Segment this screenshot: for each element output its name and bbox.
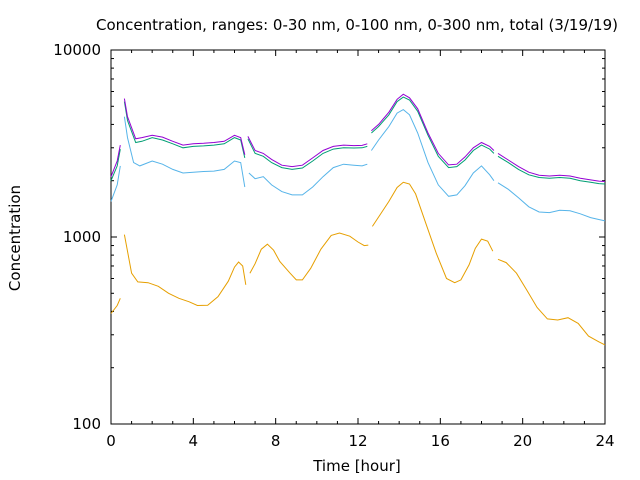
axis-ticks: 0 4 8 12 16 20 24 100 1000 10000	[53, 41, 614, 450]
series-1-line	[110, 165, 121, 202]
x-tick-label: 12	[348, 432, 367, 450]
plot-frame	[110, 49, 606, 425]
series-2-line	[371, 96, 495, 169]
series-2-line	[123, 101, 246, 159]
series-1-line	[370, 108, 495, 197]
plot-border	[110, 49, 606, 425]
y-tick-label: 100	[72, 415, 101, 433]
series-1-line	[497, 182, 606, 222]
series-lines	[110, 93, 606, 346]
series-0-line	[497, 258, 606, 346]
x-axis-label: Time [hour]	[312, 457, 401, 475]
series-3-line	[247, 136, 368, 168]
series-0-line	[110, 298, 121, 314]
x-tick-label: 20	[513, 432, 532, 450]
series-2-line	[497, 155, 606, 185]
x-tick-label: 16	[431, 432, 450, 450]
series-3-line	[110, 145, 121, 177]
chart-title: Concentration, ranges: 0-30 nm, 0-100 nm…	[96, 16, 618, 34]
series-2-line	[110, 149, 121, 181]
x-tick-label: 24	[595, 432, 614, 450]
y-tick-label: 10000	[53, 41, 101, 59]
x-tick-label: 4	[189, 432, 199, 450]
series-3-line	[371, 93, 495, 166]
series-1-line	[123, 116, 246, 188]
series-1-line	[248, 163, 368, 196]
x-tick-label: 8	[271, 432, 281, 450]
series-3-line	[497, 152, 606, 182]
series-0-line	[123, 234, 247, 307]
series-3-line	[123, 98, 246, 155]
series-0-line	[249, 232, 369, 281]
y-axis-label: Concentration	[6, 185, 24, 291]
series-0-line	[371, 181, 494, 284]
series-2-line	[247, 138, 368, 170]
y-tick-label: 1000	[63, 228, 101, 246]
x-tick-label: 0	[106, 432, 116, 450]
